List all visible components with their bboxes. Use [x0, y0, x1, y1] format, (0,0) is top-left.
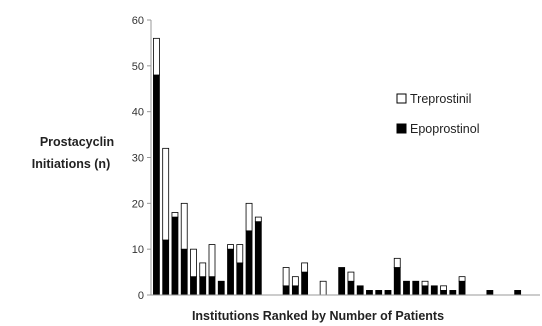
bars-layer — [153, 37, 522, 296]
bar-treprostinil-15 — [282, 267, 290, 287]
bar-treprostinil-1 — [153, 37, 160, 76]
y-tick-label: 20 — [132, 198, 144, 210]
y-axis-title-line-2: Initiations (n) — [32, 157, 110, 171]
bar-epoprostinol-29 — [412, 280, 420, 296]
bar-epoprostinol-6 — [199, 276, 207, 296]
bar-treprostinil-9 — [227, 244, 234, 250]
bar-epoprostinol-2 — [162, 239, 170, 296]
bar-epoprostinol-24 — [366, 290, 373, 296]
bar-epoprostinol-33 — [449, 290, 457, 296]
legend-item-treprostinil: Treprostinil — [396, 92, 471, 106]
x-axis-title: Institutions Ranked by Number of Patient… — [192, 309, 444, 323]
y-tick-label: 50 — [132, 61, 144, 73]
legend-label-epoprostinol: Epoprostinol — [410, 122, 480, 136]
bar-treprostinil-12 — [254, 216, 262, 223]
bar-treprostinil-30 — [421, 280, 429, 287]
bar-treprostinil-19 — [319, 280, 327, 296]
legend-item-epoprostinol: Epoprostinol — [396, 122, 480, 136]
bar-epoprostinol-34 — [458, 280, 466, 296]
bar-epoprostinol-8 — [217, 280, 225, 296]
bar-epoprostinol-23 — [356, 285, 364, 296]
bar-epoprostinol-4 — [180, 248, 188, 296]
legend-swatch-treprostinil — [396, 93, 407, 104]
bar-treprostinil-5 — [190, 248, 197, 278]
bar-epoprostinol-22 — [347, 280, 355, 296]
y-tick-label: 40 — [132, 107, 144, 119]
bar-epoprostinol-16 — [291, 285, 299, 296]
bar-treprostinil-27 — [393, 257, 401, 268]
bar-treprostinil-10 — [236, 244, 244, 264]
bar-treprostinil-17 — [301, 262, 309, 273]
bar-epoprostinol-11 — [245, 230, 253, 296]
y-tick-label: 30 — [132, 153, 144, 165]
bar-epoprostinol-37 — [486, 290, 494, 296]
bar-epoprostinol-17 — [301, 271, 309, 296]
bar-epoprostinol-9 — [227, 248, 234, 296]
y-tick-label: 60 — [132, 15, 144, 27]
bar-treprostinil-34 — [458, 276, 466, 282]
legend: Treprostinil Epoprostinol — [396, 92, 480, 136]
bar-epoprostinol-1 — [153, 74, 160, 296]
bar-epoprostinol-28 — [403, 280, 410, 296]
bar-treprostinil-16 — [291, 276, 299, 287]
bar-treprostinil-3 — [171, 212, 179, 218]
bar-epoprostinol-25 — [375, 290, 383, 296]
y-tick-label: 10 — [132, 244, 144, 256]
bar-epoprostinol-30 — [421, 285, 429, 296]
bar-treprostinil-4 — [180, 202, 188, 250]
bar-epoprostinol-26 — [384, 290, 392, 296]
bar-epoprostinol-3 — [171, 216, 179, 296]
bar-epoprostinol-27 — [393, 267, 401, 296]
y-ticks: 0 10 20 30 40 50 60 — [132, 15, 151, 302]
bar-treprostinil-7 — [208, 244, 216, 278]
legend-swatch-epoprostinol — [396, 123, 407, 134]
bar-epoprostinol-21 — [338, 267, 346, 296]
bar-epoprostinol-32 — [440, 290, 447, 296]
bar-epoprostinol-12 — [254, 221, 262, 296]
y-tick-label: 0 — [138, 290, 144, 302]
bar-treprostinil-6 — [199, 262, 207, 278]
legend-label-treprostinil: Treprostinil — [410, 92, 471, 106]
bar-epoprostinol-5 — [190, 276, 197, 296]
bar-epoprostinol-7 — [208, 276, 216, 296]
bar-epoprostinol-15 — [282, 285, 290, 296]
bar-epoprostinol-40 — [514, 290, 522, 296]
bar-epoprostinol-31 — [430, 285, 438, 296]
bar-treprostinil-32 — [440, 285, 447, 291]
bar-epoprostinol-10 — [236, 262, 244, 296]
y-axis-title-line-1: Prostacyclin — [40, 135, 114, 149]
bar-treprostinil-11 — [245, 202, 253, 232]
bar-treprostinil-2 — [162, 147, 170, 241]
bar-treprostinil-22 — [347, 271, 355, 282]
